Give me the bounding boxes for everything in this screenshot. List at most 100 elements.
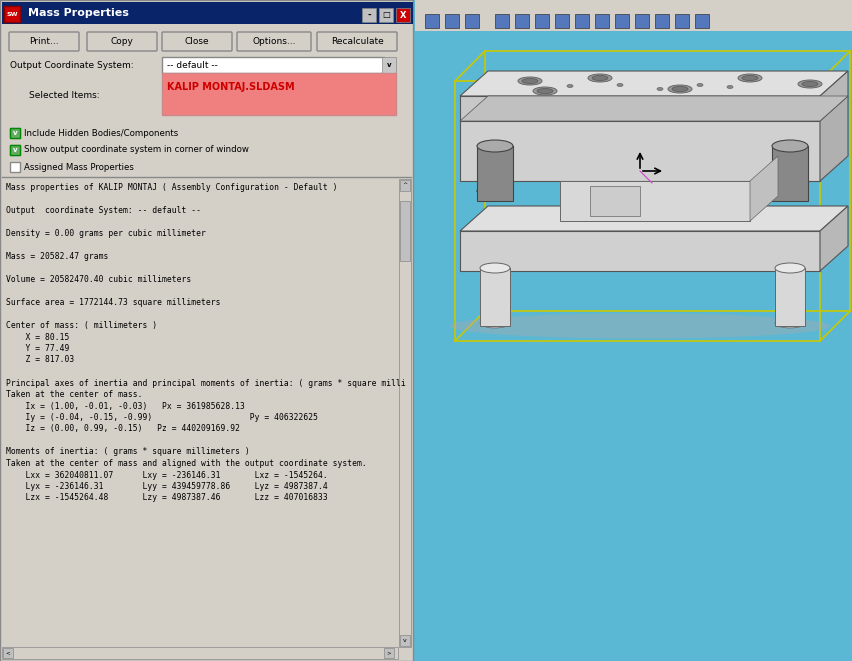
Polygon shape (820, 71, 848, 121)
Bar (465, 14, 479, 28)
Bar (445, 14, 459, 28)
Bar (400, 180, 410, 191)
Bar (480, 268, 510, 326)
Text: X: X (400, 11, 406, 20)
Ellipse shape (518, 77, 542, 85)
Text: Output Coordinate System:: Output Coordinate System: (10, 61, 134, 69)
Bar (362, 8, 376, 22)
Ellipse shape (772, 185, 808, 197)
Bar (10, 145, 20, 155)
Ellipse shape (657, 87, 663, 91)
Bar (3, 648, 13, 658)
Bar (400, 201, 410, 261)
Bar (399, 179, 411, 647)
Polygon shape (460, 96, 820, 121)
Text: Lyx = -236146.31        Lyy = 439459778.86     Lyz = 4987387.4: Lyx = -236146.31 Lyy = 439459778.86 Lyz … (6, 482, 328, 491)
Bar (615, 14, 629, 28)
Bar (415, 0, 852, 31)
Polygon shape (460, 96, 848, 121)
Ellipse shape (592, 75, 608, 81)
Bar (10, 162, 20, 172)
Text: Mass = 20582.47 grams: Mass = 20582.47 grams (6, 252, 108, 261)
Polygon shape (460, 206, 848, 231)
Bar (425, 14, 439, 28)
Text: Iz = (0.00, 0.99, -0.15)   Pz = 440209169.92: Iz = (0.00, 0.99, -0.15) Pz = 440209169.… (6, 424, 240, 434)
Text: Iy = (-0.04, -0.15, -0.99)                    Py = 406322625: Iy = (-0.04, -0.15, -0.99) Py = 40632262… (6, 413, 318, 422)
Bar (10, 128, 20, 138)
Text: Moments of inertia: ( grams * square millimeters ): Moments of inertia: ( grams * square mil… (6, 447, 250, 457)
Text: Taken at the center of mass and aligned with the output coordinate system.: Taken at the center of mass and aligned … (6, 459, 366, 468)
Ellipse shape (775, 318, 805, 328)
Bar (635, 14, 649, 28)
Bar (0, 0, 413, 661)
Text: Assigned Mass Properties: Assigned Mass Properties (24, 163, 134, 171)
Bar (2, 647, 398, 659)
Text: SW: SW (6, 11, 18, 17)
Polygon shape (460, 231, 820, 271)
Text: Z = 817.03: Z = 817.03 (6, 356, 74, 364)
Text: Options...: Options... (252, 37, 296, 46)
Bar (495, 14, 509, 28)
Bar (4, 6, 20, 22)
Ellipse shape (537, 89, 553, 93)
Text: <: < (6, 650, 10, 656)
Bar (2, 2, 413, 24)
Ellipse shape (672, 87, 688, 91)
Text: Ix = (1.00, -0.01, -0.03)   Px = 361985628.13: Ix = (1.00, -0.01, -0.03) Px = 361985628… (6, 401, 245, 410)
Ellipse shape (802, 81, 818, 87)
Ellipse shape (533, 87, 557, 95)
Ellipse shape (617, 83, 623, 87)
Bar (675, 14, 689, 28)
FancyBboxPatch shape (317, 32, 397, 51)
Bar (595, 14, 609, 28)
Text: -- default --: -- default -- (167, 61, 218, 69)
Text: Mass properties of KALIP MONTAJ ( Assembly Configuration - Default ): Mass properties of KALIP MONTAJ ( Assemb… (6, 183, 337, 192)
Text: v: v (387, 62, 391, 68)
Ellipse shape (588, 74, 612, 82)
Text: Mass Properties: Mass Properties (28, 8, 129, 18)
Text: □: □ (382, 11, 390, 20)
Text: v: v (403, 637, 407, 642)
Ellipse shape (798, 80, 822, 88)
FancyBboxPatch shape (9, 32, 79, 51)
Text: Close: Close (185, 37, 210, 46)
Bar (162, 57, 384, 73)
Text: v: v (13, 130, 17, 136)
Polygon shape (590, 186, 640, 216)
Bar (10, 145, 20, 155)
Text: Y = 77.49: Y = 77.49 (6, 344, 69, 353)
Ellipse shape (772, 140, 808, 152)
Text: Principal axes of inertia and principal moments of inertia: ( grams * square mil: Principal axes of inertia and principal … (6, 379, 406, 387)
Bar (10, 128, 20, 138)
Bar (477, 146, 513, 201)
Text: Volume = 20582470.40 cubic millimeters: Volume = 20582470.40 cubic millimeters (6, 275, 191, 284)
FancyBboxPatch shape (237, 32, 311, 51)
Bar (2, 179, 398, 647)
Bar (415, 0, 852, 661)
Bar (775, 268, 805, 326)
Text: >: > (387, 650, 391, 656)
Text: Print...: Print... (29, 37, 59, 46)
Ellipse shape (480, 318, 510, 328)
Text: -: - (367, 11, 371, 20)
Text: Lxx = 362040811.07      Lxy = -236146.31       Lxz = -1545264.: Lxx = 362040811.07 Lxy = -236146.31 Lxz … (6, 471, 328, 479)
Ellipse shape (697, 83, 703, 87)
Ellipse shape (477, 185, 513, 197)
FancyBboxPatch shape (87, 32, 157, 51)
Bar (382, 57, 396, 73)
Bar (772, 146, 808, 201)
Bar (695, 14, 709, 28)
Text: Center of mass: ( millimeters ): Center of mass: ( millimeters ) (6, 321, 157, 330)
Bar (515, 14, 529, 28)
Polygon shape (560, 181, 750, 221)
Polygon shape (820, 96, 848, 181)
FancyBboxPatch shape (162, 32, 232, 51)
Text: Include Hidden Bodies/Components: Include Hidden Bodies/Components (24, 128, 178, 137)
Bar (655, 14, 669, 28)
Text: v: v (13, 147, 17, 153)
Ellipse shape (738, 74, 762, 82)
Ellipse shape (775, 263, 805, 273)
Ellipse shape (742, 75, 758, 81)
Polygon shape (750, 156, 778, 221)
Text: Output  coordinate System: -- default --: Output coordinate System: -- default -- (6, 206, 201, 215)
